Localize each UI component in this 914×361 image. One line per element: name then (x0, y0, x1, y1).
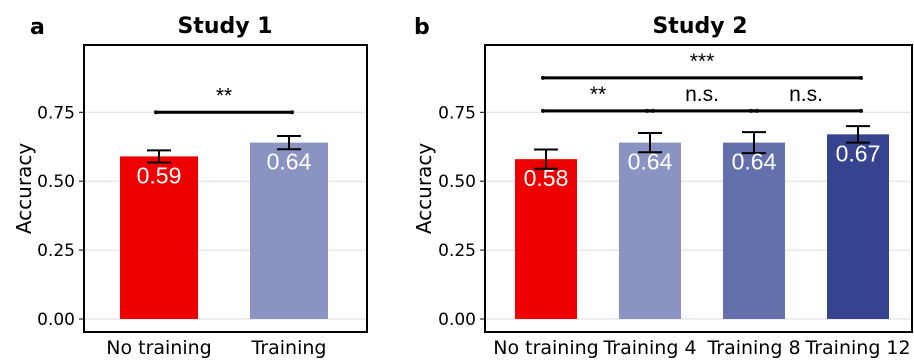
plot-frame (83, 44, 368, 333)
y-axis-label: Accuracy (412, 143, 436, 234)
y-tick-label: 0.50 (438, 172, 476, 192)
bar-no-training (120, 156, 198, 319)
chart-title: Study 1 (177, 14, 272, 39)
x-tick-label: Training 12 (804, 337, 910, 359)
bar-no-training (515, 159, 577, 319)
significance-label: ** (590, 83, 606, 106)
bar-training-12 (827, 134, 889, 319)
y-tick-label: 0.75 (37, 103, 75, 123)
y-axis-label: Accuracy (12, 143, 36, 234)
x-tick-label: Training (251, 337, 327, 359)
significance-label: n.s. (789, 83, 823, 106)
significance-label: n.s. (685, 83, 719, 106)
significance-end (749, 108, 753, 113)
panel-letter: b (414, 15, 430, 40)
y-tick-label: 0.75 (438, 103, 476, 123)
x-tick-label: No training (493, 337, 598, 359)
data-label: 0.64 (732, 149, 777, 175)
data-label: 0.64 (628, 149, 673, 175)
y-tick-label: 0.00 (37, 310, 75, 330)
x-tick-label: No training (106, 337, 211, 359)
x-tick-label: Training 8 (706, 337, 800, 359)
x-tick-label: Training 4 (602, 337, 696, 359)
plot-frame (484, 44, 913, 333)
significance-label: *** (690, 50, 715, 73)
chart-title: Study 2 (652, 14, 747, 39)
data-label: 0.67 (836, 140, 881, 166)
bar-training (250, 142, 328, 319)
significance-end (541, 108, 545, 113)
significance-label: ** (216, 84, 232, 107)
significance-end (154, 110, 158, 115)
y-tick-label: 0.00 (438, 310, 476, 330)
data-label: 0.64 (267, 149, 312, 175)
data-label: 0.58 (524, 165, 569, 191)
y-tick-label: 0.50 (37, 172, 75, 192)
y-tick-label: 0.25 (438, 241, 476, 261)
data-label: 0.59 (137, 162, 182, 188)
significance-end (541, 75, 545, 80)
significance-end (645, 108, 649, 113)
bar-training-4 (619, 142, 681, 319)
significance-end (859, 108, 863, 113)
significance-end (290, 110, 294, 115)
bar-training-8 (723, 142, 785, 319)
y-tick-label: 0.25 (37, 241, 75, 261)
significance-end (859, 75, 863, 80)
panel-letter: a (30, 15, 45, 40)
